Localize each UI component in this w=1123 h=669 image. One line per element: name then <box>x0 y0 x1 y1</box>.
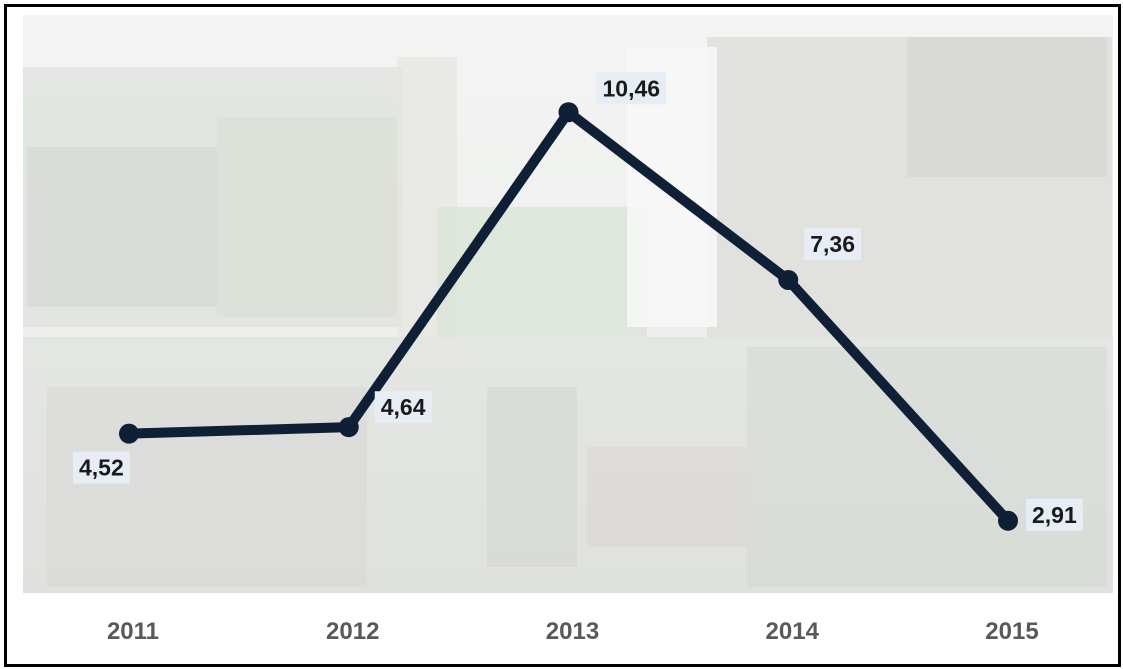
data-point <box>119 423 139 444</box>
background-photo <box>23 15 1113 593</box>
chart-frame: 4,52 4,64 10,46 7,36 2,91 2011 2012 2013 2014 20… <box>4 4 1121 667</box>
data-point <box>998 510 1018 531</box>
data-point <box>778 269 799 290</box>
data-label-background <box>596 72 667 105</box>
x-tick-label: 2011 <box>107 618 159 645</box>
data-label-text: 7,36 <box>810 231 855 257</box>
data-points-layer <box>119 102 1018 531</box>
data-label-background <box>73 451 130 484</box>
data-label: 10,46 <box>596 72 667 105</box>
x-axis-ticks: 2011 2012 2013 2014 2015 <box>107 618 1039 645</box>
data-label-background <box>1026 498 1083 531</box>
data-label-background <box>374 391 432 424</box>
data-label-background <box>804 228 862 261</box>
x-tick-label: 2014 <box>766 618 820 645</box>
data-label: 4,64 <box>374 391 432 424</box>
x-tick-label: 2013 <box>546 618 599 645</box>
x-tick-label: 2012 <box>326 618 379 645</box>
data-label: 2,91 <box>1026 498 1083 531</box>
data-point <box>558 102 579 123</box>
data-label-text: 2,91 <box>1032 502 1077 528</box>
data-label: 4,52 <box>73 451 130 484</box>
data-labels-layer: 4,52 4,64 10,46 7,36 2,91 <box>73 72 1083 531</box>
data-label-text: 10,46 <box>603 75 661 101</box>
data-label-text: 4,64 <box>381 394 426 420</box>
x-tick-label: 2015 <box>985 618 1038 645</box>
data-label-text: 4,52 <box>79 455 124 481</box>
data-label: 7,36 <box>804 228 862 261</box>
data-point <box>338 417 359 438</box>
